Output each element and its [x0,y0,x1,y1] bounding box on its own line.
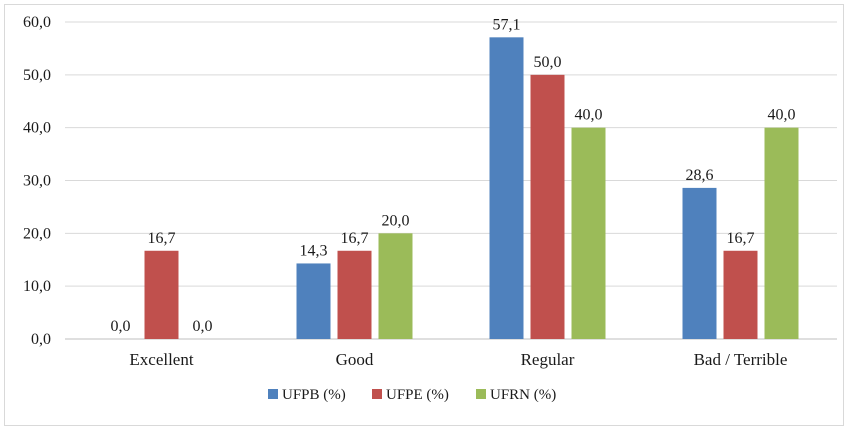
bars [144,37,799,340]
legend-label: UFPB (%) [282,387,346,403]
bar [144,250,179,339]
y-tick-label: 0,0 [31,331,51,348]
data-label: 0,0 [111,318,131,335]
bar [530,74,565,339]
data-labels: 0,0 16,7 0,0 14,3 16,7 20,0 57,1 50,0 40,0 28,6 16… [111,16,796,335]
legend-label: UFPE (%) [386,387,449,403]
legend-swatch [476,389,486,399]
bar [764,127,799,340]
data-label: 0,0 [193,318,213,335]
legend: UFPB (%) UFPE (%) UFRN (%) [268,387,556,403]
y-tick-label: 40,0 [23,120,51,137]
bar [296,263,331,339]
bar [489,37,524,340]
y-tick-label: 20,0 [23,225,51,242]
legend-label: UFRN (%) [490,387,556,403]
chart-frame: 0,0 10,0 20,0 30,0 40,0 50,0 60,0 0,0 16,7 0,0 14… [4,4,844,426]
x-axis-categories: Excellent Good Regular Bad / Terrible [129,350,787,369]
data-label: 28,6 [686,167,714,184]
bar [571,127,606,340]
y-tick-label: 30,0 [23,173,51,190]
data-label: 57,1 [493,16,521,33]
data-label: 50,0 [534,54,562,71]
legend-swatch [372,389,382,399]
x-category-label: Bad / Terrible [694,350,788,369]
y-tick-label: 60,0 [23,14,51,31]
x-category-label: Regular [521,350,575,369]
bar [723,250,758,339]
bar-chart: 0,0 10,0 20,0 30,0 40,0 50,0 60,0 0,0 16,7 0,0 14… [23,14,837,403]
y-tick-label: 50,0 [23,67,51,84]
data-label: 40,0 [768,107,796,124]
data-label: 16,7 [727,230,755,247]
data-label: 40,0 [575,107,603,124]
x-category-label: Excellent [129,350,193,369]
bar [378,233,413,339]
gridlines [65,21,837,340]
data-label: 14,3 [300,242,328,259]
bar [337,250,372,339]
x-category-label: Good [336,350,374,369]
data-label: 16,7 [341,230,369,247]
data-label: 20,0 [382,212,410,229]
data-label: 16,7 [148,230,176,247]
y-axis-ticks: 0,0 10,0 20,0 30,0 40,0 50,0 60,0 [23,14,51,348]
legend-swatch [268,389,278,399]
y-tick-label: 10,0 [23,278,51,295]
bar [682,187,717,339]
